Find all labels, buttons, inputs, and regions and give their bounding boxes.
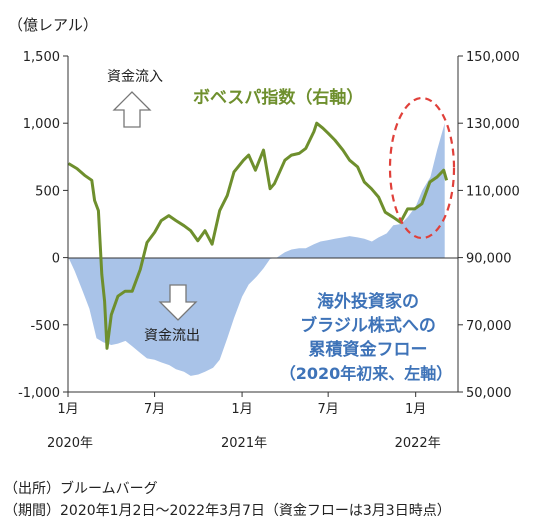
right-axis-ticks: 150,000 130,000 110,000 90,000 70,000 50,000 — [458, 50, 520, 401]
source-note: （出所）ブルームバーグ — [4, 481, 158, 497]
bovespa-label: ボベスパ指数（右軸） — [193, 87, 363, 108]
x-year-label: 2022年 — [395, 436, 441, 451]
x-tick-label: 1月 — [57, 402, 78, 417]
flow-label-line-4: （2020年初来、左軸） — [280, 364, 453, 383]
x-tick-label: 7月 — [318, 402, 339, 417]
right-tick-label: 70,000 — [466, 319, 512, 334]
outflow-label: 資金流出 — [144, 328, 200, 344]
flow-area — [68, 123, 445, 376]
outflow-arrow-icon — [158, 284, 198, 321]
right-tick-label: 50,000 — [466, 386, 512, 401]
inflow-label: 資金流入 — [107, 69, 163, 85]
x-tick-label: 1月 — [405, 402, 426, 417]
flow-area-path — [68, 123, 445, 376]
x-tick-label: 1月 — [231, 402, 252, 417]
highlight-ellipse — [388, 96, 456, 240]
period-note: （期間）2020年1月2日～2022年3月7日（資金フローは3月3日時点） — [4, 503, 451, 519]
right-tick-label: 130,000 — [466, 117, 520, 132]
left-tick-label: -500 — [30, 319, 60, 334]
left-tick-label: -1,000 — [18, 386, 60, 401]
left-axis-unit: （億レアル） — [8, 16, 98, 34]
right-tick-label: 150,000 — [466, 50, 520, 65]
left-tick-label: 500 — [35, 184, 60, 199]
x-year-label: 2021年 — [221, 436, 267, 451]
left-tick-label: 0 — [52, 252, 60, 267]
x-year-label: 2020年 — [47, 436, 93, 451]
inflow-arrow-icon — [112, 91, 152, 128]
flow-label-line-1: 海外投資家の — [317, 291, 419, 312]
flow-series-label: 海外投資家の ブラジル株式への 累積資金フロー （2020年初来、左軸） — [280, 291, 453, 383]
x-axis-ticks: 1月 7月 1月 7月 1月 2020年 2021年 2022年 — [47, 392, 441, 451]
bovespa-series — [67, 121, 449, 350]
right-tick-label: 110,000 — [466, 184, 520, 199]
right-tick-label: 90,000 — [466, 252, 512, 267]
bovespa-line — [67, 121, 449, 350]
x-tick-label: 7月 — [144, 402, 165, 417]
left-tick-label: 1,500 — [23, 50, 60, 65]
left-axis-ticks: 1,500 1,000 500 0 -500 -1,000 — [18, 50, 68, 401]
left-tick-label: 1,000 — [23, 117, 60, 132]
flow-label-line-3: 累積資金フロー — [309, 339, 428, 360]
flow-label-line-2: ブラジル株式への — [300, 315, 436, 336]
